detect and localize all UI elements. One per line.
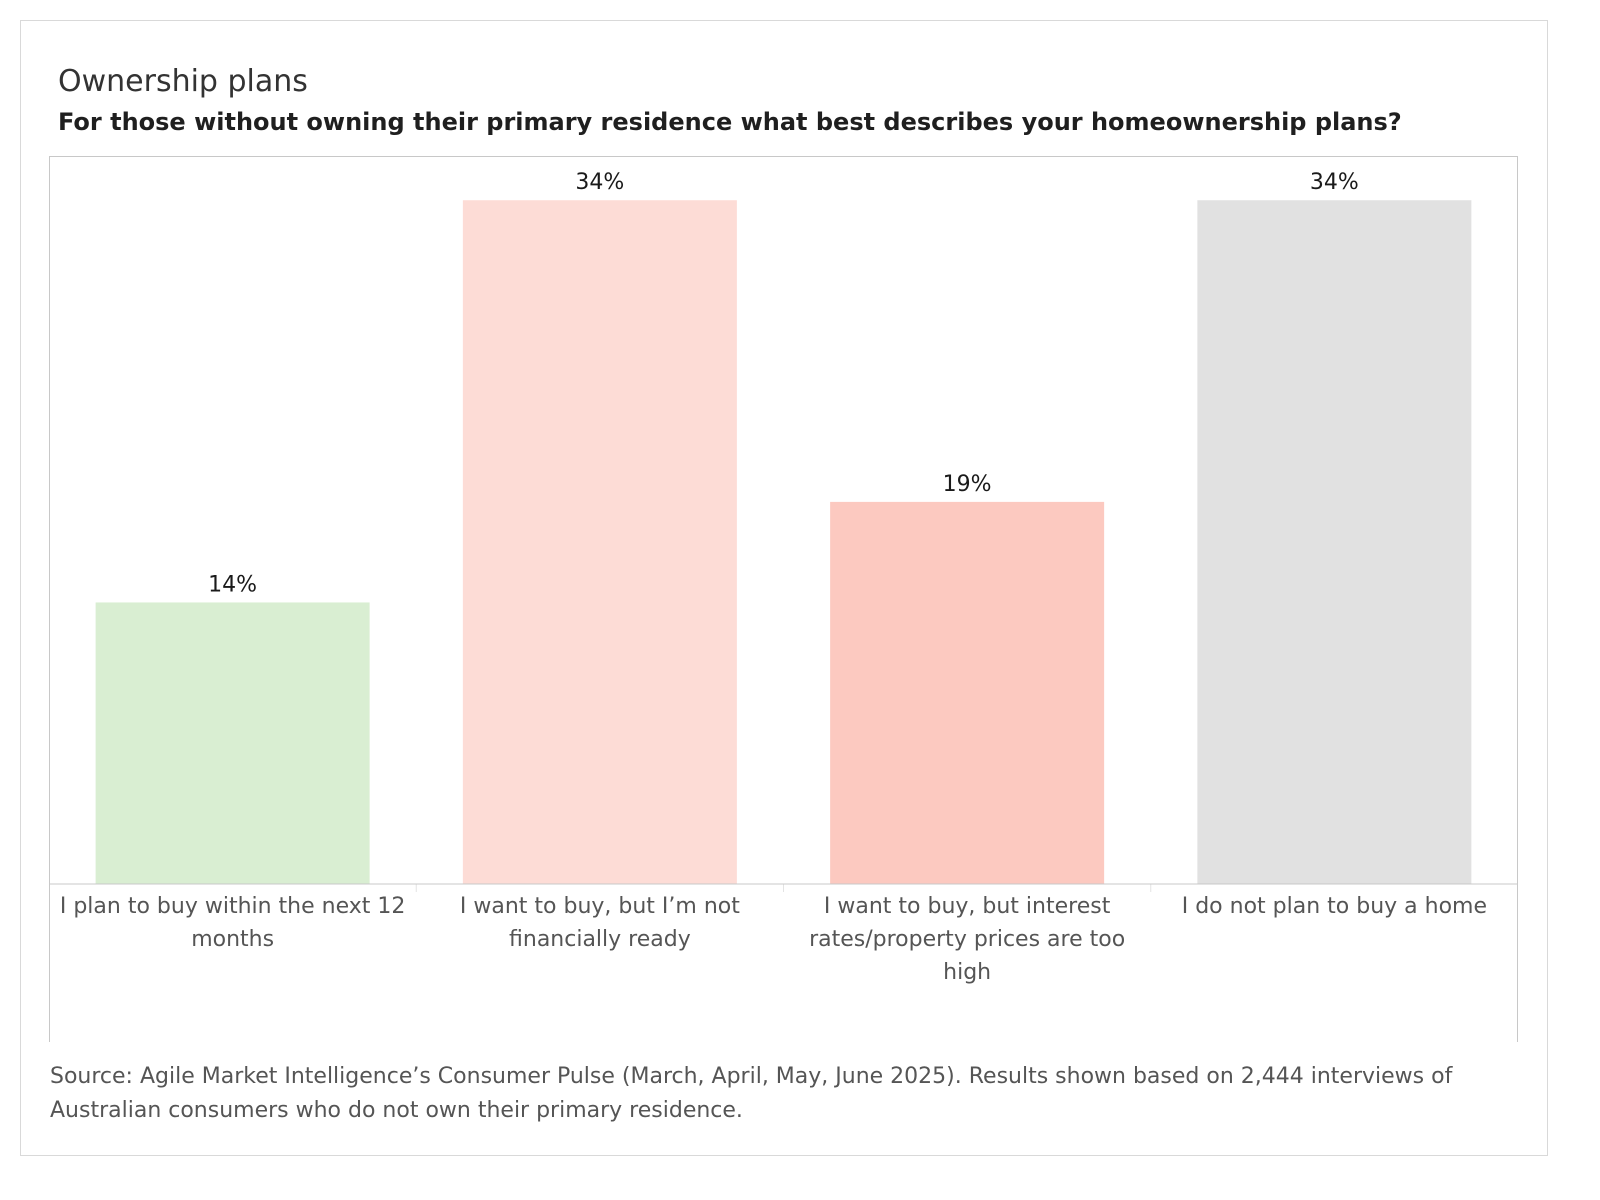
category-label-1: I plan to buy within the next 12 months — [59, 894, 406, 952]
bar-4 — [1197, 200, 1472, 884]
data-label-4: 34% — [1310, 170, 1359, 195]
category-label-3: I want to buy, but interest rates/proper… — [809, 894, 1126, 985]
data-label-3: 19% — [943, 472, 992, 497]
plot-frame — [49, 156, 1518, 1042]
source-note: Source: Agile Market Intelligence’s Cons… — [50, 1064, 1453, 1123]
bar-3 — [830, 501, 1105, 884]
category-label-2: I want to buy, but I’m not financially r… — [459, 894, 740, 952]
chart-subtitle: For those without owning their primary r… — [58, 108, 1402, 136]
chart-title: Ownership plans — [58, 64, 308, 99]
bar-2 — [462, 200, 737, 884]
category-label-4: I do not plan to buy a home — [1181, 894, 1487, 919]
data-label-2: 34% — [575, 170, 624, 195]
data-label-1: 14% — [208, 572, 257, 597]
bar-1 — [95, 602, 370, 884]
